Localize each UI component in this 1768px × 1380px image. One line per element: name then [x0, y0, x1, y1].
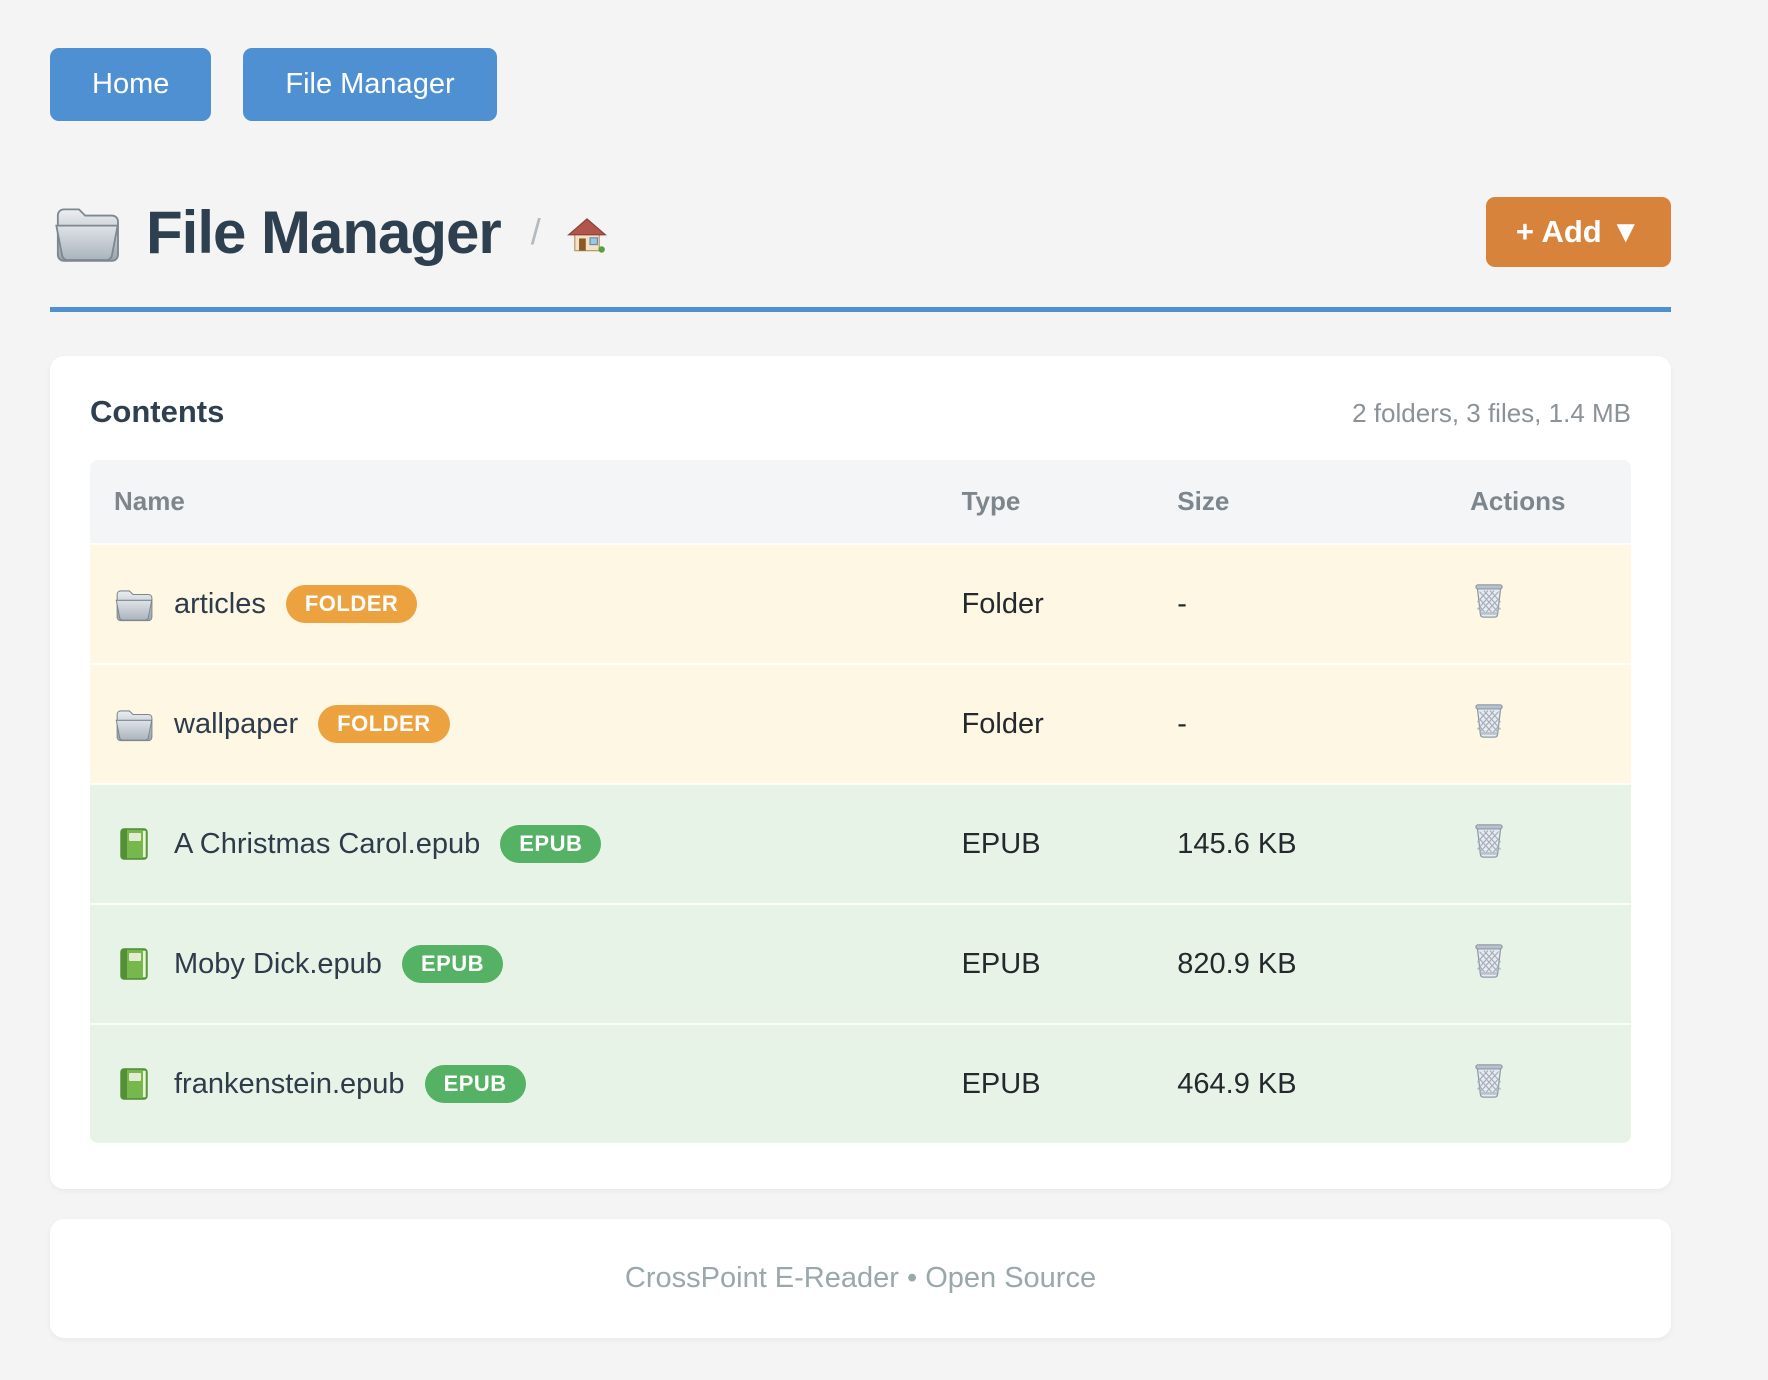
type-badge: FOLDER: [318, 705, 450, 743]
column-header-actions: Actions: [1446, 460, 1631, 544]
contents-heading: Contents: [90, 394, 225, 429]
table-row: frankenstein.epub EPUB EPUB 464.9 KB: [90, 1023, 1631, 1143]
book-icon: [114, 826, 154, 862]
file-name-link[interactable]: wallpaper: [174, 707, 299, 740]
folder-icon: [114, 586, 154, 622]
footer: CrossPoint E-Reader • Open Source: [50, 1219, 1671, 1338]
wastebasket-icon: [1470, 699, 1508, 741]
file-table: Name Type Size Actions articles FOLDER F…: [90, 460, 1631, 1143]
file-name-link[interactable]: articles: [174, 587, 266, 620]
wastebasket-icon: [1470, 579, 1508, 621]
contents-card: Contents 2 folders, 3 files, 1.4 MB Name…: [50, 356, 1671, 1189]
wastebasket-icon: [1470, 819, 1508, 861]
delete-button[interactable]: [1470, 579, 1508, 621]
size-value: 820.9 KB: [1153, 903, 1447, 1024]
delete-button[interactable]: [1470, 819, 1508, 861]
column-header-type: Type: [937, 460, 1154, 544]
footer-text: CrossPoint E-Reader • Open Source: [624, 1262, 1097, 1294]
size-value: -: [1153, 663, 1447, 784]
file-name-link[interactable]: Moby Dick.epub: [174, 947, 382, 980]
add-button[interactable]: + Add ▼: [1485, 197, 1671, 267]
table-row: A Christmas Carol.epub EPUB EPUB 145.6 K…: [90, 783, 1631, 904]
contents-summary: 2 folders, 3 files, 1.4 MB: [1352, 398, 1631, 428]
size-value: 464.9 KB: [1153, 1023, 1447, 1143]
wastebasket-icon: [1470, 939, 1508, 981]
type-value: EPUB: [937, 903, 1154, 1024]
type-value: Folder: [937, 663, 1154, 784]
house-icon[interactable]: [563, 206, 611, 258]
page-title: File Manager: [146, 198, 502, 266]
delete-button[interactable]: [1470, 939, 1508, 981]
file-name-link[interactable]: A Christmas Carol.epub: [174, 827, 481, 860]
table-header-row: Name Type Size Actions: [90, 460, 1631, 544]
wastebasket-icon: [1470, 1059, 1508, 1101]
folder-icon: [114, 706, 154, 742]
header-divider: [50, 307, 1671, 312]
type-value: EPUB: [937, 783, 1154, 904]
table-row: Moby Dick.epub EPUB EPUB 820.9 KB: [90, 903, 1631, 1024]
column-header-size: Size: [1153, 460, 1447, 544]
breadcrumb-separator: /: [530, 211, 541, 252]
table-row: articles FOLDER Folder -: [90, 543, 1631, 664]
type-badge: EPUB: [401, 945, 504, 983]
size-value: -: [1153, 543, 1447, 664]
delete-button[interactable]: [1470, 1059, 1508, 1101]
book-icon: [114, 1066, 154, 1102]
type-badge: FOLDER: [285, 585, 418, 623]
type-value: Folder: [937, 543, 1154, 664]
book-icon: [114, 946, 154, 982]
type-value: EPUB: [937, 1023, 1154, 1143]
type-badge: EPUB: [500, 825, 602, 863]
delete-button[interactable]: [1470, 699, 1508, 741]
type-badge: EPUB: [424, 1065, 526, 1103]
table-row: wallpaper FOLDER Folder -: [90, 663, 1631, 784]
nav-file-manager-button[interactable]: File Manager: [243, 48, 497, 121]
size-value: 145.6 KB: [1153, 783, 1447, 904]
top-navigation: Home File Manager: [50, 48, 1671, 121]
page: Home File Manager File Manager / + Add ▼…: [50, 0, 1671, 1338]
column-header-name: Name: [90, 460, 938, 544]
page-header: File Manager / + Add ▼: [50, 197, 1671, 267]
folder-icon: [50, 201, 124, 263]
nav-home-button[interactable]: Home: [50, 48, 212, 121]
file-name-link[interactable]: frankenstein.epub: [174, 1067, 405, 1100]
